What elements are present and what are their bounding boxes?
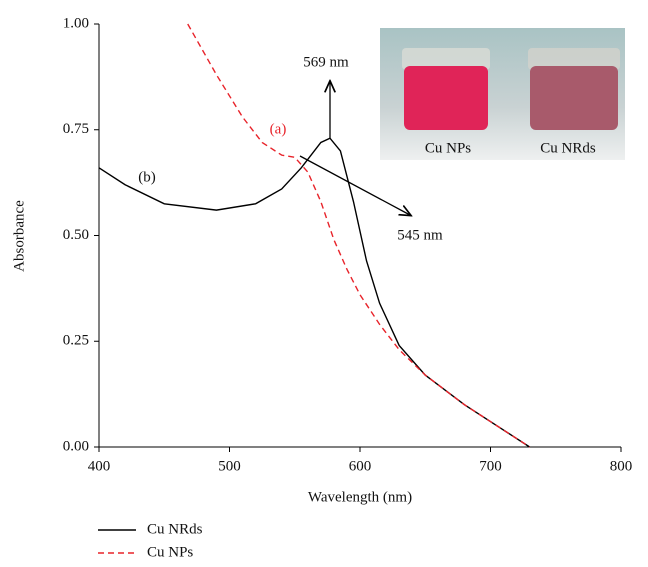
legend-label: Cu NRds (147, 521, 203, 537)
y-tick-label: 0.75 (63, 121, 89, 137)
arrow (299, 155, 410, 215)
y-tick-label: 1.00 (63, 15, 89, 31)
x-tick-label: 700 (479, 458, 502, 474)
x-tick-label: 400 (88, 458, 111, 474)
annotation: (b) (138, 169, 156, 185)
inset-label: Cu NRds (540, 140, 596, 156)
x-axis-label: Wavelength (nm) (308, 489, 412, 505)
y-tick-label: 0.00 (63, 438, 89, 454)
y-axis-label: Absorbance (11, 200, 27, 272)
x-tick-label: 600 (349, 458, 372, 474)
inset-label: Cu NPs (425, 140, 471, 156)
inset-photo (380, 28, 625, 160)
line-solid (98, 137, 531, 448)
x-tick-label: 800 (610, 458, 633, 474)
x-tick-label: 500 (218, 458, 241, 474)
y-tick-label: 0.50 (63, 227, 89, 243)
annotation: (a) (270, 121, 287, 137)
legend-label: Cu NPs (147, 544, 193, 560)
annotation: 569 nm (303, 54, 349, 70)
y-tick-label: 0.25 (63, 333, 89, 349)
line-dashed (187, 23, 531, 448)
annotation: 545 nm (397, 227, 443, 243)
